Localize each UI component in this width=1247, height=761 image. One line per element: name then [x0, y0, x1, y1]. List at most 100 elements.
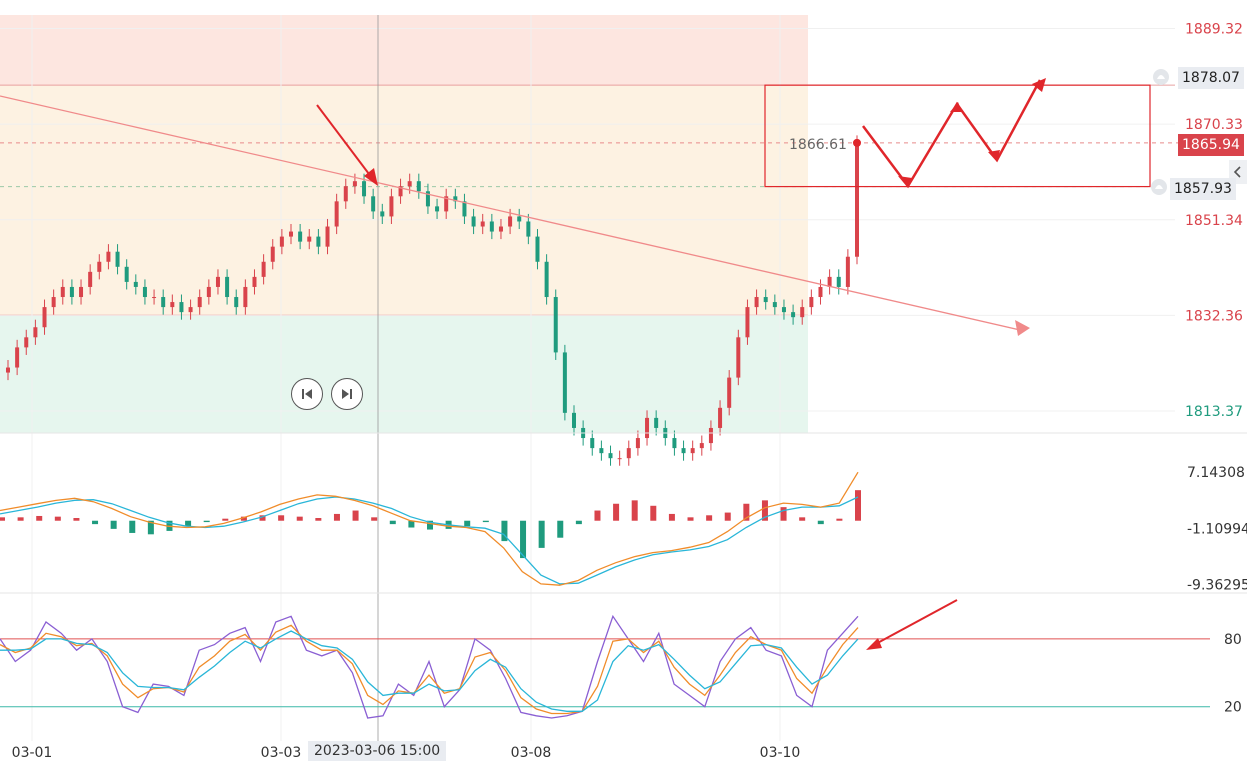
candle-body	[389, 196, 394, 217]
candle-body	[197, 297, 202, 308]
macd-histogram-bar	[296, 516, 303, 521]
previous-button[interactable]	[291, 378, 323, 410]
candle-body	[781, 307, 786, 313]
macd-histogram-bar	[631, 500, 638, 521]
candle	[88, 264, 93, 295]
candle-body	[818, 286, 823, 298]
candle-body	[15, 347, 20, 368]
candle-body	[444, 196, 449, 212]
candle	[617, 450, 622, 466]
alert-lower-tag: 1857.93	[1170, 178, 1236, 200]
next-button[interactable]	[331, 378, 363, 410]
candle	[97, 254, 102, 280]
macd-histogram-bar	[538, 520, 545, 548]
bell-icon[interactable]	[1150, 178, 1168, 196]
candle	[380, 203, 385, 224]
macd-histogram-bar	[203, 520, 210, 523]
macd-histogram-bar	[799, 517, 806, 521]
candle-body	[142, 286, 147, 298]
candle	[754, 289, 759, 315]
projection-point	[988, 150, 1000, 162]
macd-histogram-bar	[185, 520, 192, 527]
middle-zone	[0, 85, 808, 316]
macd-histogram-bar	[575, 520, 582, 525]
bell-icon[interactable]	[1152, 68, 1170, 86]
candle-body	[608, 453, 613, 459]
kdj-series-line	[0, 624, 859, 715]
candle	[362, 173, 367, 204]
candle-body	[115, 251, 120, 267]
candle-body	[60, 286, 65, 298]
candle	[234, 289, 239, 315]
macd-histogram-bar	[259, 515, 266, 521]
macd-histogram-bar	[557, 520, 564, 538]
candle-body	[215, 276, 220, 287]
candle	[51, 289, 56, 315]
macd-histogram-bar	[724, 512, 731, 521]
candle-body	[261, 261, 266, 277]
kdj-y-tick: 20	[1224, 700, 1242, 716]
candle-body	[325, 226, 330, 247]
candle-body	[416, 181, 421, 192]
candle-body	[407, 181, 412, 187]
macd-series-line	[0, 496, 859, 585]
candle-body	[289, 231, 293, 237]
skip-forward-icon	[342, 389, 352, 399]
candle-body	[626, 448, 631, 459]
macd-histogram-bar	[36, 515, 43, 521]
chevron-left-icon	[1233, 166, 1241, 178]
macd-histogram-bar	[464, 520, 471, 527]
candle	[416, 173, 421, 199]
candle	[590, 430, 595, 456]
candle-body	[754, 297, 759, 308]
skip-back-icon	[302, 389, 312, 399]
candle-body	[489, 221, 494, 232]
candle-body	[343, 186, 348, 202]
x-tick-label: 03-01	[12, 745, 53, 761]
macd-histogram-bar	[520, 520, 527, 559]
candle-body	[316, 236, 321, 247]
candle	[526, 213, 531, 245]
macd-histogram-bar	[780, 507, 787, 521]
candle	[763, 289, 768, 310]
candle	[791, 304, 796, 325]
resistance-zone	[0, 15, 808, 86]
kdj-annotation-arrow-head	[866, 638, 882, 650]
candle	[772, 294, 777, 315]
candle-body	[225, 276, 230, 298]
candle-body	[152, 297, 157, 299]
candle-body	[133, 281, 138, 287]
target-box	[764, 84, 1151, 188]
last-close-label: 1866.61	[789, 137, 847, 153]
macd-histogram-bar	[315, 518, 322, 521]
candle	[635, 430, 640, 456]
candle-body	[553, 297, 558, 353]
candle	[736, 329, 741, 386]
candle	[681, 440, 686, 461]
candle	[800, 299, 805, 325]
macd-histogram-bar	[482, 520, 489, 523]
candle	[453, 188, 458, 209]
candle-body	[270, 246, 275, 262]
projection-point	[898, 176, 912, 188]
candle-body	[234, 297, 239, 308]
candle	[79, 279, 84, 305]
candle-body	[480, 221, 485, 227]
macd-histogram-bar	[73, 518, 80, 521]
candle	[462, 193, 467, 224]
candle	[371, 188, 376, 219]
candle-body	[298, 231, 303, 242]
candle	[289, 224, 293, 245]
macd-histogram-bar	[687, 517, 694, 521]
candle-body	[690, 448, 695, 454]
candle-body	[188, 307, 193, 313]
candle-body	[562, 352, 567, 413]
macd-histogram-bar	[0, 517, 5, 521]
crosshair-time-tag: 2023-03-06 15:00	[308, 741, 447, 761]
trend-arrow-head	[1015, 320, 1030, 336]
macd-histogram-bar	[352, 510, 359, 521]
candle-body	[69, 286, 74, 298]
candle	[334, 193, 339, 235]
macd-histogram-bar	[389, 520, 396, 525]
